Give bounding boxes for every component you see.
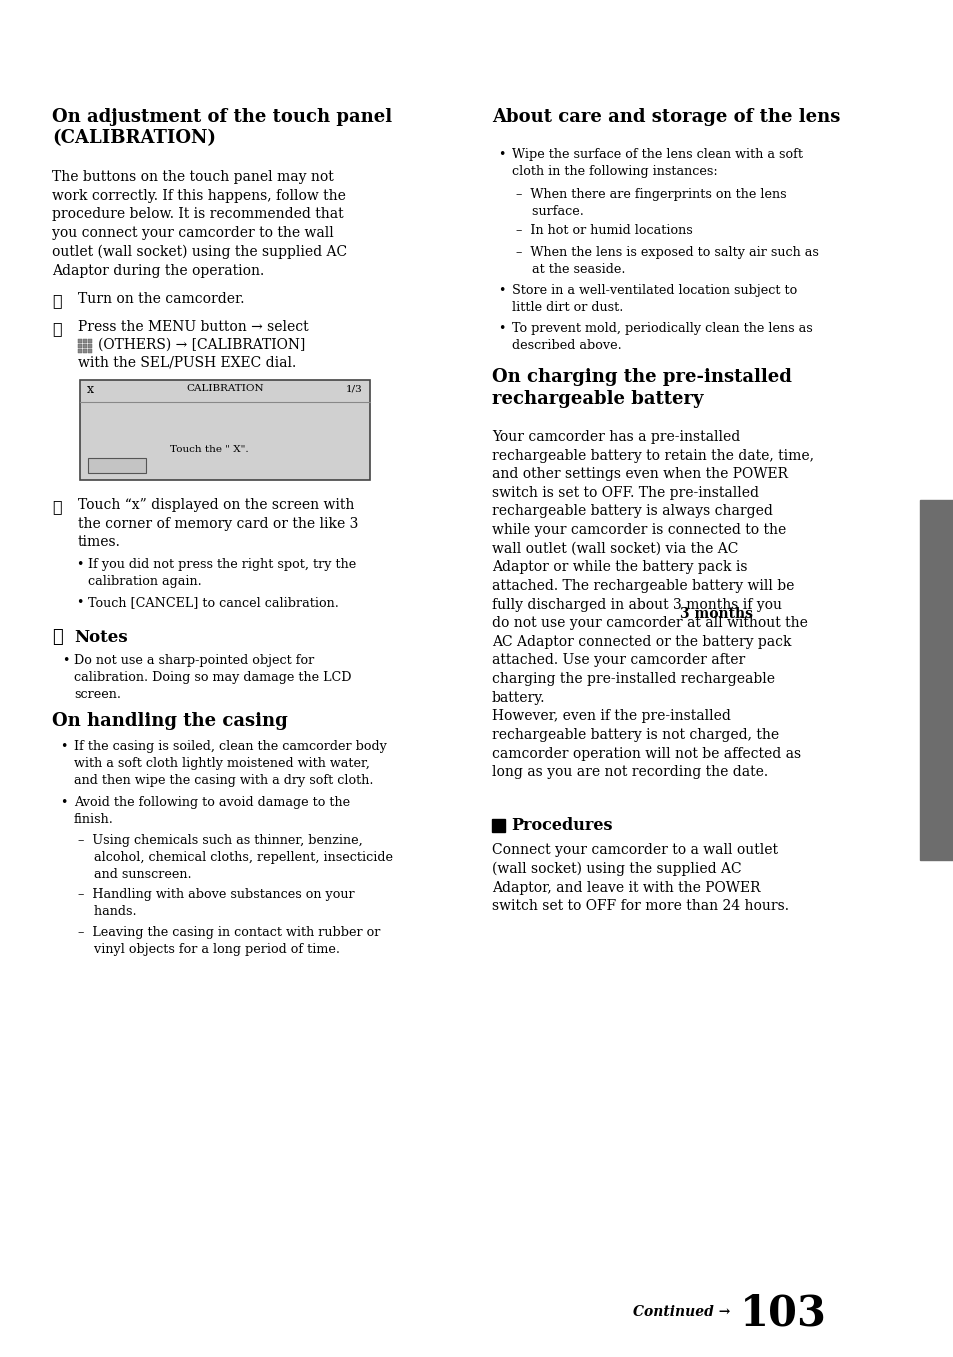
Text: To prevent mold, periodically clean the lens as
described above.: To prevent mold, periodically clean the … xyxy=(512,322,812,351)
Text: If you did not press the right spot, try the
calibration again.: If you did not press the right spot, try… xyxy=(88,558,355,588)
Bar xyxy=(78,345,82,347)
Text: ⚡: ⚡ xyxy=(52,628,63,646)
Bar xyxy=(83,339,87,343)
Bar xyxy=(88,349,91,353)
Text: Additional Information: Additional Information xyxy=(929,612,943,748)
Bar xyxy=(919,499,953,860)
Text: •: • xyxy=(497,322,505,335)
Text: Store in a well-ventilated location subject to
little dirt or dust.: Store in a well-ventilated location subj… xyxy=(512,284,797,313)
Text: with the SEL/PUSH EXEC dial.: with the SEL/PUSH EXEC dial. xyxy=(78,356,296,370)
Text: Wipe the surface of the lens clean with a soft
cloth in the following instances:: Wipe the surface of the lens clean with … xyxy=(512,148,802,178)
Text: •: • xyxy=(60,797,68,809)
Text: Avoid the following to avoid damage to the
finish.: Avoid the following to avoid damage to t… xyxy=(74,797,350,826)
Text: On charging the pre-installed
rechargeable battery: On charging the pre-installed rechargeab… xyxy=(492,368,791,407)
Text: Procedures: Procedures xyxy=(511,817,612,833)
Text: •: • xyxy=(497,148,505,161)
Text: ②: ② xyxy=(52,320,62,337)
Text: About care and storage of the lens: About care and storage of the lens xyxy=(492,109,840,126)
Text: Touch the " X".: Touch the " X". xyxy=(170,445,249,455)
Bar xyxy=(80,380,370,480)
Text: Do not use a sharp-pointed object for
calibration. Doing so may damage the LCD
s: Do not use a sharp-pointed object for ca… xyxy=(74,654,351,700)
Text: –  When there are fingerprints on the lens
    surface.: – When there are fingerprints on the len… xyxy=(516,189,786,218)
Bar xyxy=(88,459,146,474)
Text: CALIBRATION: CALIBRATION xyxy=(186,384,264,394)
Text: –  Using chemicals such as thinner, benzine,
    alcohol, chemical cloths, repel: – Using chemicals such as thinner, benzi… xyxy=(78,835,393,881)
Text: ③: ③ xyxy=(52,498,62,516)
Text: Connect your camcorder to a wall outlet
(wall socket) using the supplied AC
Adap: Connect your camcorder to a wall outlet … xyxy=(492,843,788,913)
Text: CANCEL: CANCEL xyxy=(96,460,137,470)
Bar xyxy=(83,349,87,353)
Bar xyxy=(88,339,91,343)
Bar xyxy=(492,818,504,832)
Bar xyxy=(88,345,91,347)
Text: If the casing is soiled, clean the camcorder body
with a soft cloth lightly mois: If the casing is soiled, clean the camco… xyxy=(74,740,387,787)
Text: •: • xyxy=(76,558,83,571)
Text: –  Handling with above substances on your
    hands.: – Handling with above substances on your… xyxy=(78,887,355,917)
Text: Touch “x” displayed on the screen with
the corner of memory card or the like 3
t: Touch “x” displayed on the screen with t… xyxy=(78,498,358,550)
Text: 103: 103 xyxy=(740,1292,826,1334)
Bar xyxy=(83,345,87,347)
Text: •: • xyxy=(497,284,505,297)
Text: –  Leaving the casing in contact with rubber or
    vinyl objects for a long per: – Leaving the casing in contact with rub… xyxy=(78,925,380,955)
Text: –  When the lens is exposed to salty air such as
    at the seaside.: – When the lens is exposed to salty air … xyxy=(516,246,818,275)
Text: –  In hot or humid locations: – In hot or humid locations xyxy=(516,224,692,237)
Text: On handling the casing: On handling the casing xyxy=(52,712,288,730)
Text: 1/3: 1/3 xyxy=(346,384,363,394)
Text: On adjustment of the touch panel
(CALIBRATION): On adjustment of the touch panel (CALIBR… xyxy=(52,109,392,148)
Text: Your camcorder has a pre-installed
rechargeable battery to retain the date, time: Your camcorder has a pre-installed recha… xyxy=(492,430,813,779)
Text: •: • xyxy=(62,654,70,668)
Bar xyxy=(78,349,82,353)
Text: •: • xyxy=(76,596,83,609)
Text: Touch [CANCEL] to cancel calibration.: Touch [CANCEL] to cancel calibration. xyxy=(88,596,338,609)
Text: Press the MENU button → select: Press the MENU button → select xyxy=(78,320,309,334)
Text: ①: ① xyxy=(52,292,62,309)
Text: Notes: Notes xyxy=(74,630,128,646)
Text: (OTHERS) → [CALIBRATION]: (OTHERS) → [CALIBRATION] xyxy=(98,338,305,351)
Text: 3 months: 3 months xyxy=(679,608,752,622)
Text: •: • xyxy=(60,740,68,753)
Text: x: x xyxy=(87,383,94,396)
Bar xyxy=(78,339,82,343)
Text: Continued →: Continued → xyxy=(632,1305,729,1319)
Text: The buttons on the touch panel may not
work correctly. If this happens, follow t: The buttons on the touch panel may not w… xyxy=(52,170,347,278)
Text: Turn on the camcorder.: Turn on the camcorder. xyxy=(78,292,244,305)
